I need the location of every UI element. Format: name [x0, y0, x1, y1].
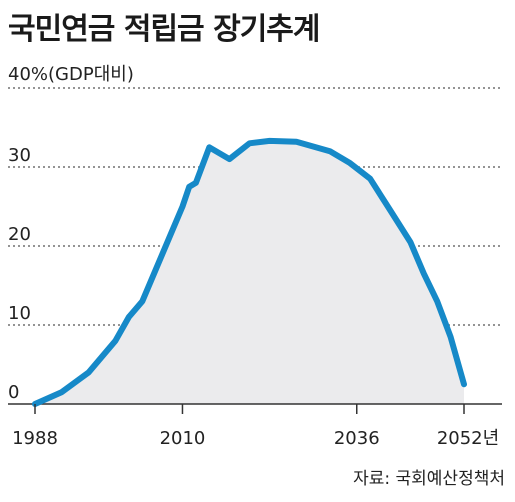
y-axis-ticks: 0 10 20 30	[8, 145, 31, 403]
x-tick-label: 2010	[160, 428, 206, 449]
series-line	[32, 137, 467, 407]
series-line-group	[32, 137, 467, 407]
y-tick-label: 10	[8, 303, 31, 324]
source-note: 자료: 국회예산정책처	[353, 469, 505, 489]
area-fill	[35, 140, 464, 404]
x-tick-label: 1988	[12, 428, 58, 449]
x-axis-ticks: 1988 2010 2036 2052년	[12, 404, 499, 449]
area-fill-group	[8, 140, 502, 405]
y-tick-label: 0	[8, 382, 19, 403]
x-tick-label: 2052년	[437, 428, 499, 449]
y-axis-unit-label: 40%(GDP대비)	[8, 64, 134, 85]
chart-title: 국민연금 적립금 장기추계	[8, 12, 320, 47]
y-tick-label: 20	[8, 224, 31, 245]
x-tick-label: 2036	[334, 428, 380, 449]
y-tick-label: 30	[8, 145, 31, 166]
